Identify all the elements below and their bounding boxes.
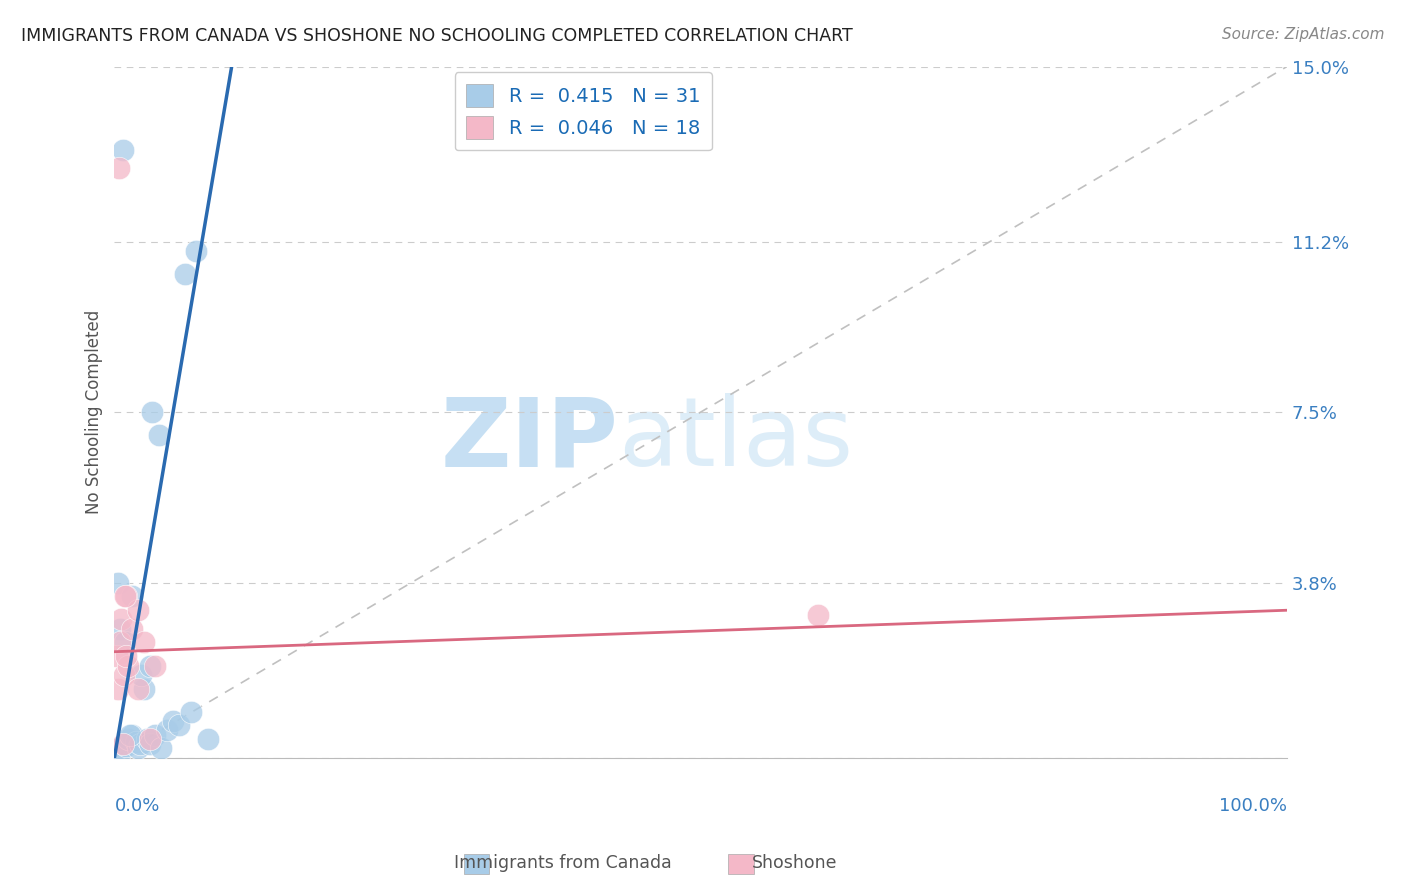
Point — [162, 714, 184, 728]
Point — [110, 635, 132, 649]
Point — [111, 737, 134, 751]
Point — [180, 705, 202, 719]
Text: Immigrants from Canada: Immigrants from Canada — [454, 855, 671, 872]
Legend: R =  0.415   N = 31, R =  0.046   N = 18: R = 0.415 N = 31, R = 0.046 N = 18 — [454, 72, 713, 151]
Point — [111, 143, 134, 157]
Point — [167, 718, 190, 732]
Point — [186, 244, 208, 258]
Point — [132, 635, 155, 649]
Point — [156, 723, 179, 737]
Text: IMMIGRANTS FROM CANADA VS SHOSHONE NO SCHOOLING COMPLETED CORRELATION CHART: IMMIGRANTS FROM CANADA VS SHOSHONE NO SC… — [21, 27, 853, 45]
Point — [110, 622, 132, 636]
Point — [108, 161, 131, 175]
Point — [141, 405, 163, 419]
Point — [121, 622, 143, 636]
Point — [112, 667, 135, 681]
Point — [124, 734, 146, 748]
Point — [150, 741, 173, 756]
Point — [117, 658, 139, 673]
Point — [107, 575, 129, 590]
Point — [115, 590, 138, 604]
Point — [127, 603, 149, 617]
Point — [807, 607, 830, 622]
Point — [131, 667, 153, 681]
Text: 0.0%: 0.0% — [114, 797, 160, 814]
Point — [173, 267, 195, 281]
Point — [136, 732, 159, 747]
Text: atlas: atlas — [619, 393, 853, 486]
Point — [114, 590, 136, 604]
Y-axis label: No Schooling Completed: No Schooling Completed — [86, 310, 103, 515]
Point — [105, 649, 128, 664]
Text: 100.0%: 100.0% — [1219, 797, 1286, 814]
Point — [145, 728, 167, 742]
Text: Shoshone: Shoshone — [752, 855, 837, 872]
Point — [132, 681, 155, 696]
Point — [110, 744, 132, 758]
Point — [138, 737, 160, 751]
Point — [117, 732, 139, 747]
Point — [138, 732, 160, 747]
Point — [115, 649, 138, 664]
Point — [114, 635, 136, 649]
Point — [121, 728, 143, 742]
Point — [118, 728, 141, 742]
Point — [112, 737, 135, 751]
Text: ZIP: ZIP — [440, 393, 619, 486]
Point — [110, 612, 132, 626]
Point — [138, 658, 160, 673]
Point — [127, 681, 149, 696]
Text: Source: ZipAtlas.com: Source: ZipAtlas.com — [1222, 27, 1385, 42]
Point — [115, 739, 138, 753]
Point — [197, 732, 219, 747]
Point — [148, 428, 170, 442]
Point — [145, 658, 167, 673]
Point — [127, 741, 149, 756]
Point — [107, 681, 129, 696]
Point — [108, 741, 131, 756]
Point — [121, 590, 143, 604]
Point — [129, 737, 152, 751]
